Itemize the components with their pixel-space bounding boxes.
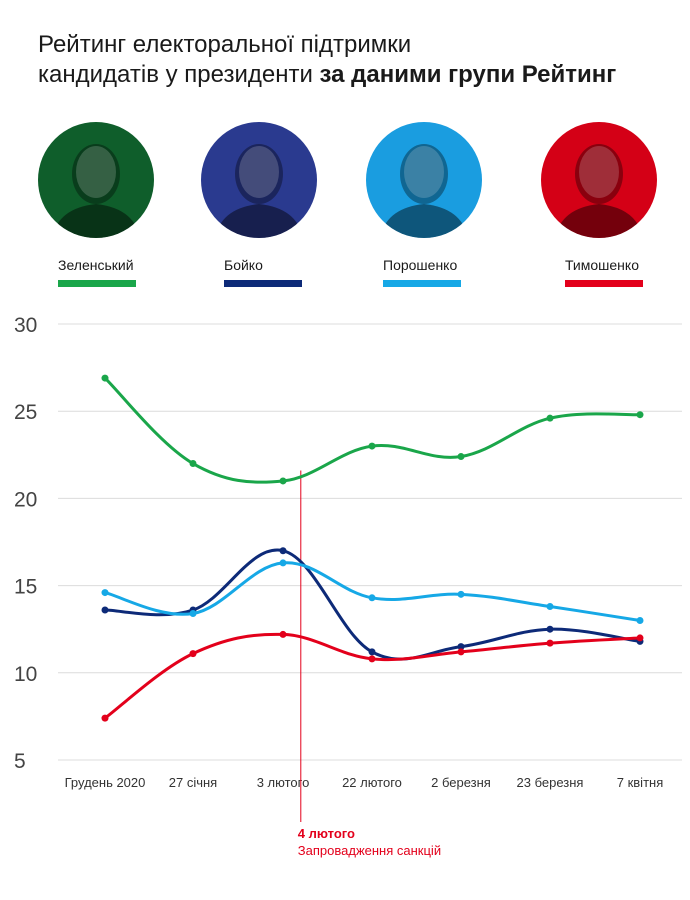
x-tick-label: 27 січня bbox=[169, 775, 217, 790]
data-point bbox=[546, 639, 554, 647]
portrait-zelensky-icon bbox=[38, 122, 154, 238]
data-point bbox=[189, 650, 197, 658]
x-tick-label: 7 квітня bbox=[617, 775, 664, 790]
legend-swatch bbox=[58, 280, 136, 287]
data-point bbox=[189, 610, 197, 618]
x-tick-label: 2 березня bbox=[431, 775, 491, 790]
title-line-1: Рейтинг електоральної підтримки bbox=[38, 31, 412, 58]
data-point bbox=[457, 648, 465, 656]
data-point bbox=[279, 477, 287, 485]
data-point bbox=[101, 714, 109, 722]
y-tick-label: 10 bbox=[14, 663, 37, 686]
data-point bbox=[546, 603, 554, 611]
chart-title: Рейтинг електоральної підтримки кандидат… bbox=[38, 30, 678, 90]
portrait-tymoshenko-icon bbox=[541, 122, 657, 238]
x-tick-label: 23 березня bbox=[517, 775, 584, 790]
data-point bbox=[457, 590, 465, 598]
portrait-boyko-icon bbox=[201, 122, 317, 238]
data-point bbox=[368, 442, 376, 450]
data-point bbox=[368, 594, 376, 602]
legend-label: Порошенко bbox=[383, 257, 458, 273]
portrait-poroshenko-icon bbox=[366, 122, 482, 238]
data-point bbox=[546, 625, 554, 633]
data-point bbox=[101, 606, 109, 614]
x-tick-label: Грудень 2020 bbox=[65, 775, 146, 790]
annotation-text: Запровадження санкцій bbox=[298, 843, 441, 858]
data-point bbox=[368, 648, 376, 656]
data-point bbox=[189, 460, 197, 468]
y-tick-label: 20 bbox=[14, 488, 37, 511]
data-point bbox=[101, 589, 109, 597]
data-point bbox=[457, 643, 465, 651]
title-line-2: кандидатів у президенти за даними групи … bbox=[38, 60, 678, 90]
y-tick-label: 5 bbox=[14, 750, 26, 773]
annotation-date: 4 лютого bbox=[298, 826, 355, 841]
data-point bbox=[636, 634, 644, 642]
series-line bbox=[103, 376, 642, 484]
data-point bbox=[368, 655, 376, 663]
legend-label: Зеленський bbox=[58, 257, 134, 273]
y-tick-label: 15 bbox=[14, 576, 37, 599]
data-point bbox=[279, 630, 287, 638]
x-tick-label: 22 лютого bbox=[342, 775, 402, 790]
data-point bbox=[636, 616, 644, 624]
title-line-2-plain: кандидатів у президенти bbox=[38, 61, 320, 88]
series-line bbox=[103, 632, 642, 720]
legend-label: Тимошенко bbox=[565, 257, 639, 273]
data-point bbox=[101, 374, 109, 382]
y-tick-label: 30 bbox=[14, 314, 37, 337]
data-point bbox=[279, 547, 287, 555]
y-tick-label: 25 bbox=[14, 401, 37, 424]
legend-swatch bbox=[565, 280, 643, 287]
legend-label: Бойко bbox=[224, 257, 263, 273]
data-point bbox=[279, 559, 287, 567]
data-point bbox=[546, 414, 554, 422]
legend-swatch bbox=[383, 280, 461, 287]
legend-swatch bbox=[224, 280, 302, 287]
data-point bbox=[457, 453, 465, 461]
x-tick-label: 3 лютого bbox=[257, 775, 310, 790]
data-point bbox=[636, 411, 644, 419]
title-line-2-bold: за даними групи Рейтинг bbox=[319, 61, 617, 88]
